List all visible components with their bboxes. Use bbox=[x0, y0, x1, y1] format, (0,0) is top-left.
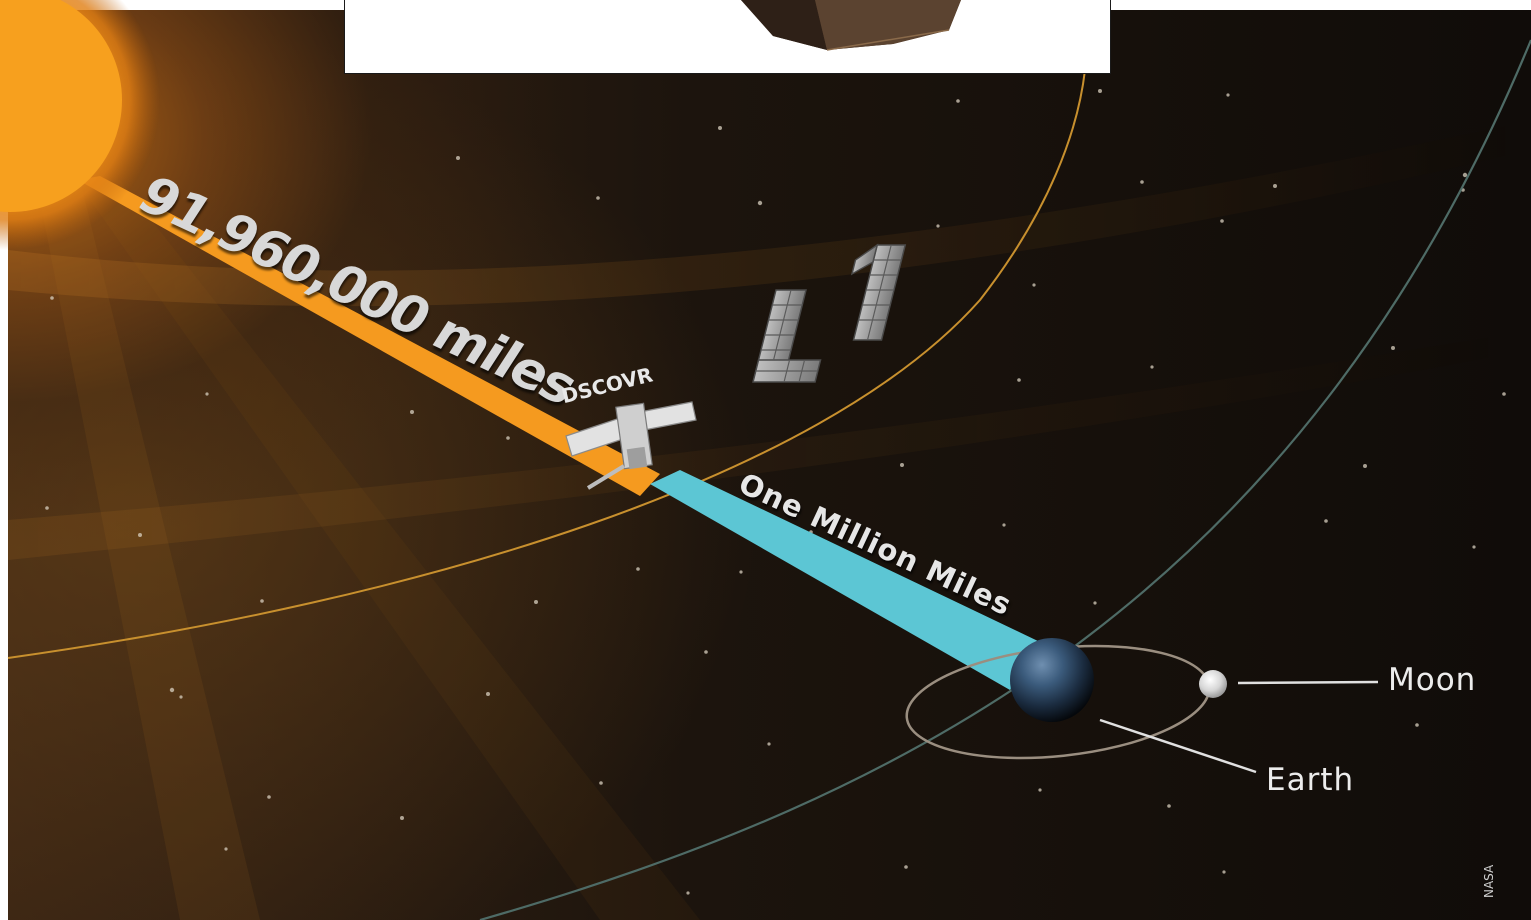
moon-label: Moon bbox=[1388, 662, 1477, 698]
earth-orbit bbox=[479, 39, 1531, 920]
sun-core bbox=[0, 0, 122, 212]
nasa-credit: NASA bbox=[1482, 864, 1496, 898]
earth-label: Earth bbox=[1266, 762, 1355, 798]
moon bbox=[1199, 670, 1227, 698]
stars bbox=[45, 89, 1506, 895]
earth bbox=[1010, 638, 1094, 722]
sun-to-l1-path bbox=[78, 176, 660, 496]
light-rays bbox=[8, 120, 1531, 920]
l1-orbit bbox=[7, 69, 1086, 659]
dscovr-spacecraft bbox=[565, 401, 697, 490]
l1-lettering bbox=[752, 243, 907, 383]
earth-pointer-line bbox=[1099, 718, 1257, 774]
l1-to-earth-path bbox=[650, 470, 1040, 690]
moon-pointer-line bbox=[1237, 680, 1379, 685]
inset-spacecraft-image bbox=[741, 0, 961, 51]
inset-image-frame bbox=[344, 0, 1111, 74]
